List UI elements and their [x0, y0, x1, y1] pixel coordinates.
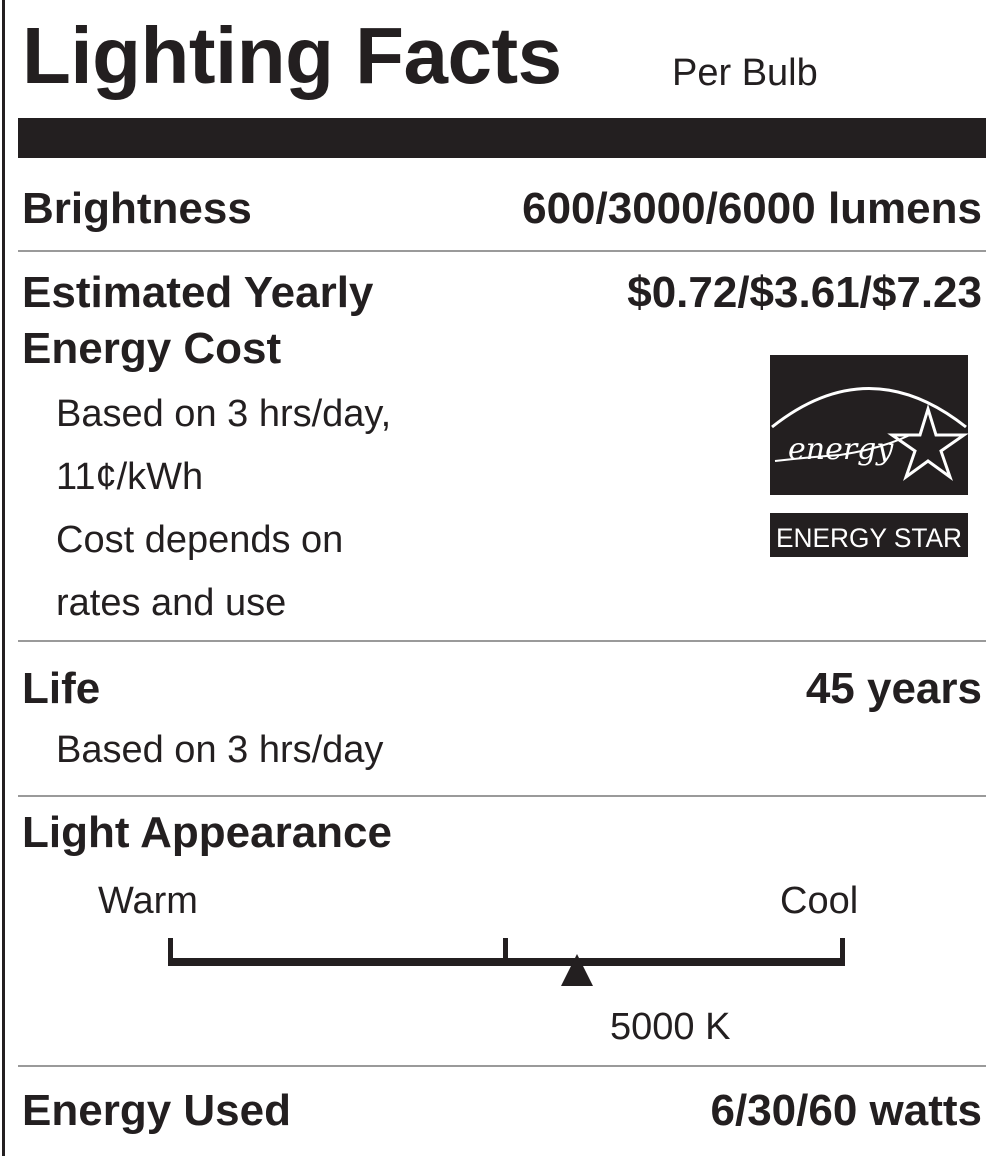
- color-temperature-scale: [168, 958, 845, 966]
- life-note: Based on 3 hrs/day: [56, 729, 384, 771]
- scale-tick: [168, 938, 173, 962]
- cost-note: rates and use: [56, 582, 287, 624]
- energy-script: energy: [788, 432, 894, 467]
- divider: [18, 640, 986, 642]
- divider: [18, 250, 986, 252]
- energy-used-label: Energy Used: [22, 1086, 291, 1135]
- energy-used-value: 6/30/60 watts: [710, 1086, 983, 1135]
- divider: [18, 795, 986, 797]
- cost-label-line1: Estimated Yearly: [22, 268, 374, 317]
- brightness-label: Brightness: [22, 184, 252, 233]
- divider: [18, 1065, 986, 1067]
- label-subtitle: Per Bulb: [672, 52, 818, 94]
- scale-tick: [840, 938, 845, 962]
- label-title: Lighting Facts: [22, 11, 562, 100]
- cool-label: Cool: [780, 880, 859, 922]
- life-label: Life: [22, 664, 101, 713]
- temperature-value: 5000 K: [610, 1006, 731, 1048]
- appearance-label: Light Appearance: [22, 808, 392, 857]
- brightness-value: 600/3000/6000 lumens: [522, 184, 982, 233]
- scale-tick: [503, 938, 508, 962]
- label-border: [2, 0, 5, 1156]
- cost-label-line2: Energy Cost: [22, 324, 282, 373]
- temperature-marker: [560, 954, 593, 986]
- cost-value: $0.72/$3.61/$7.23: [627, 268, 982, 317]
- energy-star-text: ENERGY STAR: [776, 523, 962, 553]
- header-bar: [18, 118, 986, 158]
- warm-label: Warm: [98, 880, 198, 922]
- cost-note: Based on 3 hrs/day,: [56, 393, 392, 435]
- cost-note: Cost depends on: [56, 519, 344, 561]
- life-value: 45 years: [805, 664, 982, 713]
- energy-star-logo: energy ENERGY STAR: [770, 355, 969, 557]
- cost-note: 11¢/kWh: [56, 456, 204, 498]
